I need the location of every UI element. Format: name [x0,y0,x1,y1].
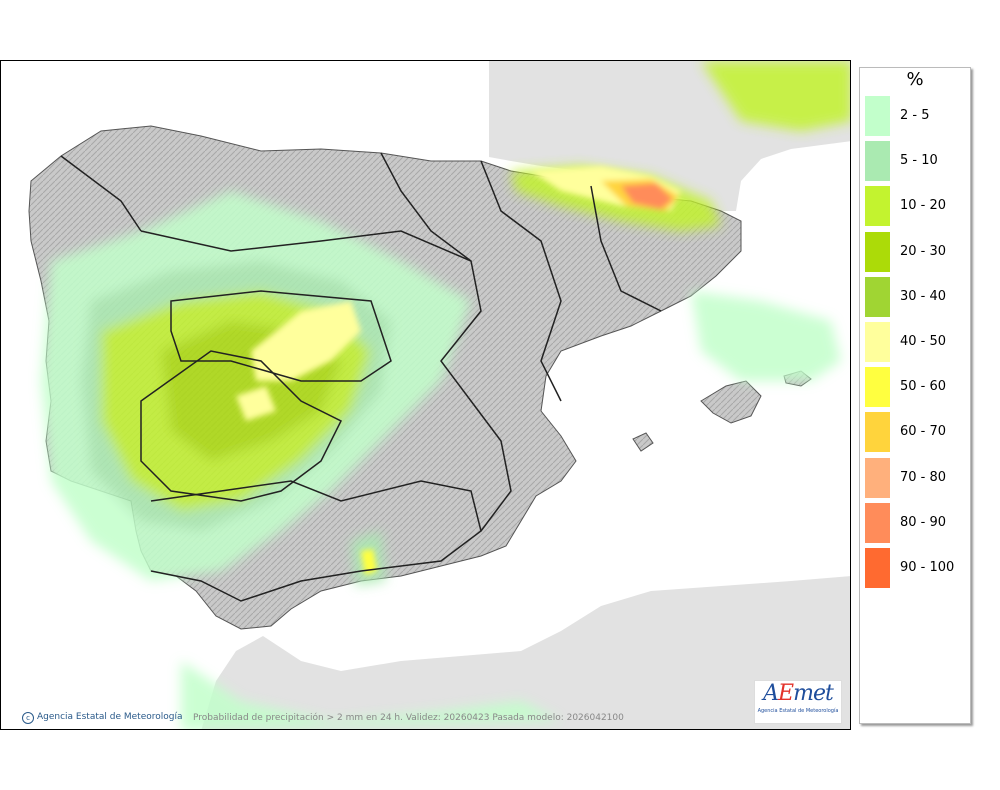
legend-label: 70 - 80 [900,469,947,485]
agency-credit-text: Agencia Estatal de Meteorología [37,712,183,722]
legend-label: 5 - 10 [900,153,938,169]
legend-label: 50 - 60 [900,379,947,395]
legend-swatch [865,96,890,136]
agency-credit: c Agencia Estatal de Meteorología [22,712,183,724]
legend-item: 20 - 30 [864,231,968,274]
legend-label: 20 - 30 [900,243,947,259]
legend-swatch [865,502,890,543]
africa-landmass [201,576,850,729]
aemet-logo-subtitle: Agencia Estatal de Meteorología [757,708,839,714]
legend-swatch [865,186,890,227]
legend-item: 2 - 5 [864,96,968,138]
copyright-icon: c [22,712,34,724]
map-caption: Probabilidad de precipitación > 2 mm en … [193,713,624,723]
legend-label: 90 - 100 [900,560,955,575]
legend-swatch [865,322,890,362]
legend-swatch [865,141,890,182]
legend-panel: % 2 - 5 5 - 10 10 - 20 20 - 30 30 - 40 40 - 5… [859,67,971,724]
region-borders [60,152,662,602]
legend-label: 10 - 20 [900,198,947,214]
legend-label: 60 - 70 [900,424,947,440]
map-canvas [1,61,850,729]
legend-item: 80 - 90 [864,502,968,545]
aemet-logo: AEmet Agencia Estatal de Meteorología [754,680,842,724]
legend-label: 40 - 50 [900,334,947,349]
aemet-logo-wordmark: AEmet [763,681,834,706]
legend-item: 5 - 10 [864,141,968,183]
legend-item: 90 - 100 [864,548,968,590]
legend-item: 70 - 80 [864,457,968,500]
legend-item: 60 - 70 [864,412,968,454]
mallorca-island [700,380,762,424]
legend-swatch [865,412,890,453]
legend-label: 2 - 5 [900,108,930,123]
legend-item: 50 - 60 [864,367,968,409]
legend-swatch [865,367,890,408]
legend-item: 40 - 50 [864,322,968,364]
legend-swatch [865,276,890,317]
legend-swatch [865,457,890,498]
ibiza-island [632,432,654,452]
legend-label: 30 - 40 [900,288,947,304]
legend-title: % [906,69,924,90]
high-probability-fields [236,166,681,575]
legend-item: 10 - 20 [864,186,968,228]
legend-label: 80 - 90 [900,514,947,530]
legend-swatch [865,231,890,272]
legend-item: 30 - 40 [864,276,968,319]
legend-swatch [865,548,890,588]
forecast-map [0,60,851,730]
